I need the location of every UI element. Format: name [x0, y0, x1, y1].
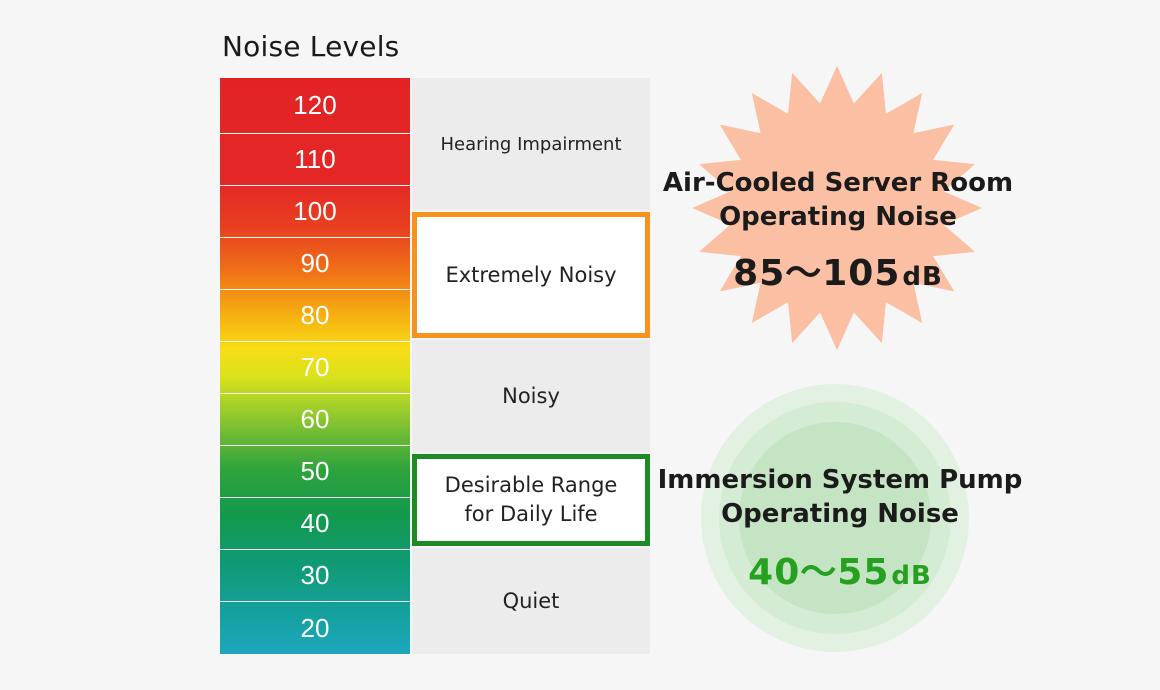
chart-title: Noise Levels	[222, 30, 400, 63]
starburst-shape	[692, 65, 982, 351]
category-noisy: Noisy	[412, 340, 650, 452]
starburst-badge	[692, 65, 982, 351]
air-cooled-line-2: Operating Noise	[719, 202, 957, 232]
category-desirable-range: Desirable Range for Daily Life	[412, 454, 650, 546]
level-90: 90	[220, 238, 410, 290]
category-quiet: Quiet	[412, 548, 650, 654]
pump-line-2: Operating Noise	[721, 499, 959, 529]
air-cooled-value: 85～105dB	[640, 244, 1036, 296]
level-40: 40	[220, 498, 410, 550]
category-extremely-noisy: Extremely Noisy	[412, 212, 650, 338]
pump-unit: dB	[891, 561, 932, 591]
level-120: 120	[220, 78, 410, 134]
level-20: 20	[300, 612, 330, 643]
level-70: 70	[220, 342, 410, 394]
circle-badge	[701, 384, 969, 652]
air-cooled-line-1: Air-Cooled Server Room	[662, 168, 1014, 198]
noise-level-scale: 120 110 100 90 80 70 60 50 40 30 20	[220, 78, 410, 654]
noise-categories: Hearing Impairment Extremely Noisy Noisy…	[412, 78, 650, 654]
level-50: 50	[220, 446, 410, 498]
air-cooled-range: 85～105	[733, 253, 901, 294]
pump-line-1: Immersion System Pump	[657, 465, 1023, 495]
air-cooled-unit: dB	[902, 262, 943, 292]
level-100: 100	[220, 186, 410, 238]
pump-panel: Immersion System Pump Operating Noise 40…	[630, 463, 1050, 595]
level-80: 80	[220, 290, 410, 342]
air-cooled-panel: Air-Cooled Server Room Operating Noise 8…	[640, 166, 1036, 296]
level-110: 110	[220, 134, 410, 186]
desirable-line-2: for Daily Life	[464, 502, 598, 526]
pump-value: 40～55dB	[630, 543, 1050, 595]
circle-inner-ring	[739, 422, 931, 614]
level-60: 60	[220, 394, 410, 446]
pump-range: 40～55	[748, 552, 890, 593]
level-30: 30	[220, 550, 410, 602]
category-hearing-impairment: Hearing Impairment	[412, 78, 650, 210]
desirable-line-1: Desirable Range	[444, 473, 618, 498]
